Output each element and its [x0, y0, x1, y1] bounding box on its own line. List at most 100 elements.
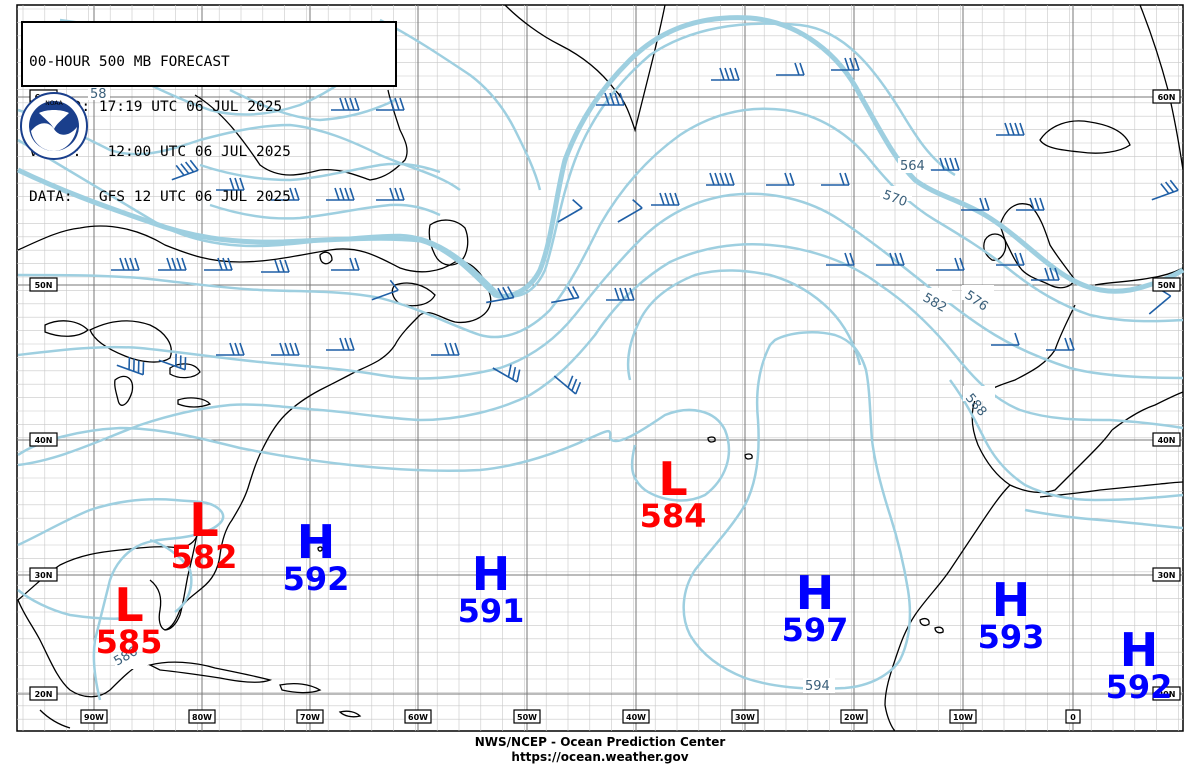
wind-barb [116, 356, 145, 376]
wind-barb [204, 257, 233, 271]
wind-barb [651, 192, 680, 206]
wind-barb [961, 197, 990, 211]
lat-label-left: 20N [35, 690, 53, 699]
low-symbol: L [189, 493, 219, 547]
lon-label: 70W [300, 713, 320, 722]
high-symbol: H [471, 547, 511, 601]
wind-barb [551, 286, 580, 304]
high-pressure-center: H 593 [951, 577, 1071, 653]
wind-barb [371, 279, 399, 301]
high-pressure-center: H 597 [755, 570, 875, 646]
wind-barb [431, 342, 460, 356]
lat-label-right: 30N [1158, 571, 1176, 580]
wind-barb [326, 187, 355, 201]
wind-barb [766, 172, 795, 186]
wind-barb [326, 337, 355, 351]
wind-barb [216, 342, 245, 356]
wind-barb [111, 257, 140, 271]
low-pressure-center: L 582 [144, 497, 264, 573]
low-symbol: L [114, 578, 144, 632]
high-value: 592 [282, 560, 350, 598]
low-value: 582 [170, 538, 238, 576]
header-title: 00-HOUR 500 MB FORECAST [29, 54, 230, 70]
contour-labels: 58 564 570 576 582 588 594 586 [88, 86, 995, 694]
low-pressure-center: L 584 [613, 456, 733, 532]
lat-label-right: 50N [1158, 281, 1176, 290]
high-value: 597 [781, 611, 849, 649]
wind-barb [557, 199, 583, 223]
wind-barb [706, 172, 735, 186]
high-pressure-center: H 592 [256, 519, 376, 595]
low-pressure-center: L 585 [69, 582, 189, 658]
lon-label: 60W [408, 713, 428, 722]
wind-barb [171, 159, 199, 181]
lat-label-right: 60N [1158, 93, 1176, 102]
footer-url[interactable]: https://ocean.weather.gov [511, 750, 689, 764]
lon-label: 50W [517, 713, 537, 722]
wind-barb [931, 157, 960, 171]
lat-label-right: 20N [1158, 690, 1176, 699]
lat-label-left: 30N [35, 571, 53, 580]
wind-barb [331, 97, 360, 111]
lon-label: 40W [626, 713, 646, 722]
wind-barb [1151, 179, 1179, 201]
lon-label: 90W [84, 713, 104, 722]
lon-label: 10W [953, 713, 973, 722]
wind-barb [936, 257, 965, 271]
high-value: 591 [457, 592, 525, 630]
height-contours [16, 15, 1185, 701]
wind-barb [486, 286, 515, 304]
high-symbol: H [296, 515, 336, 569]
lon-label: 30W [735, 713, 755, 722]
high-value: 592 [1105, 668, 1173, 706]
low-value: 585 [95, 623, 163, 661]
wind-barb [376, 97, 405, 111]
wind-barb [271, 187, 300, 201]
wind-barb [996, 122, 1025, 136]
longitude-labels: 90W 80W 70W 60W 50W 40W 30W 20W 10W 0 [80, 709, 1081, 724]
lat-label-left: 50N [35, 281, 53, 290]
wind-barb [216, 177, 245, 191]
low-value: 584 [639, 497, 707, 535]
noaa-logo: NOAA [20, 92, 88, 160]
noaa-logo-text: NOAA [45, 100, 63, 107]
wind-barb [158, 353, 187, 371]
wind-barb [553, 375, 582, 395]
wind-barb [158, 257, 187, 271]
wind-barb [271, 342, 300, 356]
high-pressure-center: H 592 [1079, 627, 1199, 703]
high-symbol: H [795, 566, 835, 620]
lon-label: 80W [192, 713, 212, 722]
wind-barb [492, 364, 521, 383]
high-symbol: H [991, 573, 1031, 627]
wind-barb [826, 252, 855, 266]
lon-label: 0 [1070, 713, 1076, 722]
lat-label-right: 40N [1158, 436, 1176, 445]
wind-barb [606, 287, 635, 301]
wind-barb [996, 252, 1025, 266]
wind-barb [596, 92, 625, 106]
contour-label-558: 58 [90, 87, 107, 102]
contour-label-594: 594 [805, 679, 830, 694]
wind-barb [331, 257, 360, 271]
wind-barb [376, 187, 405, 201]
wind-barb [831, 57, 860, 71]
high-symbol: H [1119, 623, 1159, 677]
wind-barb [991, 332, 1020, 346]
lat-label-left: 40N [35, 436, 53, 445]
lon-label: 20W [844, 713, 864, 722]
footer-agency: NWS/NCEP - Ocean Prediction Center [474, 735, 726, 749]
wind-barb [617, 199, 643, 223]
wind-barb [261, 259, 290, 273]
low-symbol: L [658, 452, 688, 506]
wind-barb [1046, 337, 1075, 351]
forecast-header: 00-HOUR 500 MB FORECAST ISSUED: 17:19 UT… [21, 21, 397, 205]
high-pressure-center: H 591 [431, 551, 551, 627]
wind-barb [1031, 267, 1060, 281]
map-frame [16, 4, 1184, 732]
wind-barb [1016, 197, 1045, 211]
latitude-labels: 60N60N50N50N40N40N30N30N20N20N [29, 89, 1181, 701]
header-data-source: DATA: GFS 12 UTC 06 JUL 2025 [29, 189, 291, 205]
contour-label-564: 564 [900, 159, 925, 174]
